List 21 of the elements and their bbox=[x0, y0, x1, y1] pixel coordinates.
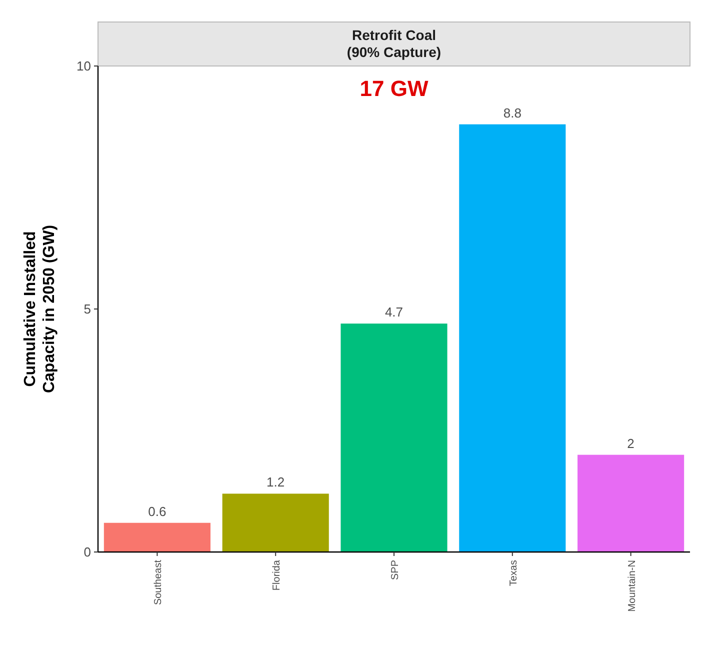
data-label: 4.7 bbox=[384, 304, 404, 320]
x-tick-label: SPP bbox=[390, 560, 401, 580]
y-axis-title: Cumulative Installed Capacity in 2050 (GW) bbox=[22, 224, 58, 394]
data-label: 1.2 bbox=[266, 474, 285, 490]
chart-title: Retrofit Coal (90% Capture) bbox=[346, 27, 442, 60]
x-tick-label: Texas bbox=[508, 560, 520, 586]
x-tick-label: Southeast bbox=[153, 560, 164, 606]
data-label: 8.8 bbox=[503, 105, 522, 120]
bar bbox=[578, 454, 684, 552]
bar bbox=[222, 494, 329, 552]
bar bbox=[459, 124, 566, 552]
data-label: 2 bbox=[627, 436, 634, 451]
annotation: 17 GW bbox=[360, 76, 428, 101]
x-tick-label: Florida bbox=[272, 560, 283, 591]
bar bbox=[340, 324, 448, 552]
y-tick-label: 0 bbox=[84, 544, 91, 560]
x-tick-label: Mountain-N bbox=[626, 560, 638, 612]
y-tick-label: 5 bbox=[84, 302, 91, 317]
bar bbox=[104, 522, 210, 552]
y-tick-label: 10 bbox=[76, 58, 91, 74]
data-label: 0.6 bbox=[148, 504, 166, 519]
